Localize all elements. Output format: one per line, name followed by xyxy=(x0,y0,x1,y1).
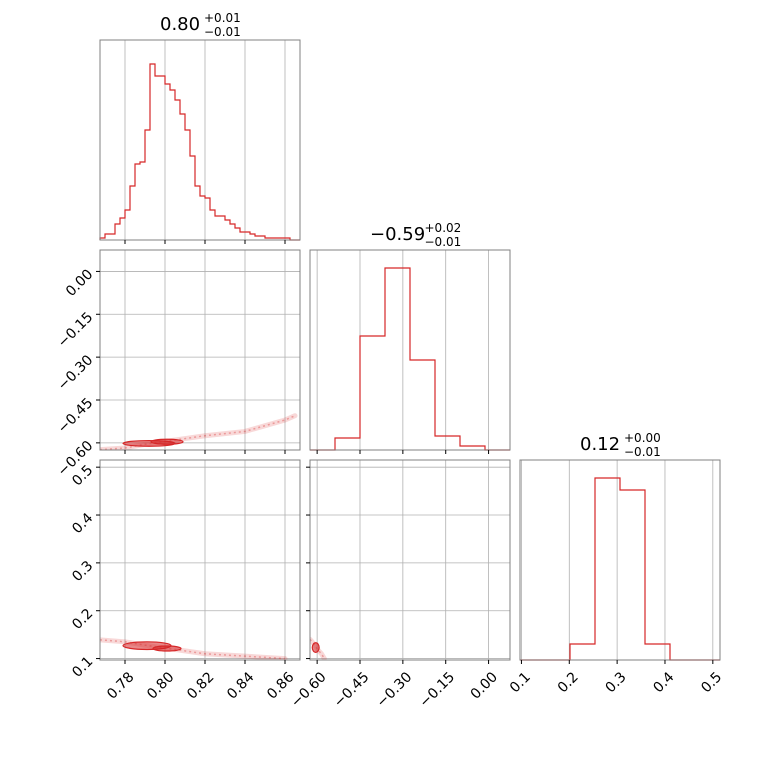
hist-0-title-minus: −0.01 xyxy=(204,25,241,39)
xtick-label-2-0: 0.1 xyxy=(507,669,534,696)
pair-2-frame xyxy=(309,459,511,661)
xtick-label-1-2: −0.30 xyxy=(374,669,416,711)
xtick-label-0-3: 0.84 xyxy=(224,669,257,702)
xtick-label-0-2: 0.82 xyxy=(184,669,217,702)
pair-0-density-band xyxy=(100,413,298,450)
xtick-label-2-4: 0.5 xyxy=(698,669,725,696)
pair-1-frame xyxy=(99,459,301,661)
pair-0-frame xyxy=(99,249,301,451)
hist-1-step xyxy=(310,267,510,451)
pair-1-density-band xyxy=(100,637,288,660)
ytick-label-1-3: −0.15 xyxy=(55,309,97,351)
xtick-label-2-3: 0.4 xyxy=(650,669,677,696)
xtick-label-1-1: −0.45 xyxy=(331,669,373,711)
hist-0-frame xyxy=(99,39,301,241)
hist-2-frame xyxy=(519,459,721,661)
hist-2-title-minus: −0.01 xyxy=(624,445,661,459)
hist-2-step xyxy=(520,477,720,661)
ytick-label-2-0: 0.1 xyxy=(69,654,96,681)
pair-1-contour-1 xyxy=(152,645,182,652)
pair-0-density-trace xyxy=(100,415,296,450)
xtick-label-1-3: −0.15 xyxy=(417,669,459,711)
hist-1-title: −0.59 xyxy=(370,224,425,245)
hist-2-title-plus: +0.00 xyxy=(624,431,661,445)
xtick-label-2-2: 0.3 xyxy=(603,669,630,696)
hist-0-title-plus: +0.01 xyxy=(204,11,241,25)
hist-0-title: 0.80 xyxy=(160,14,200,35)
hist-1-frame xyxy=(309,249,511,451)
pair-panel-0-2 xyxy=(96,459,301,664)
xtick-label-0-1: 0.80 xyxy=(144,669,177,702)
xtick-label-2-1: 0.2 xyxy=(555,669,582,696)
ytick-label-1-4: 0.00 xyxy=(63,266,96,299)
ytick-label-1-1: −0.45 xyxy=(55,395,97,437)
pair-panel-1-2 xyxy=(306,459,511,664)
pair-0-contour-1 xyxy=(150,438,184,445)
ytick-label-2-3: 0.4 xyxy=(69,510,96,537)
xtick-label-1-4: 0.00 xyxy=(468,669,501,702)
hist-1-title-minus: −0.01 xyxy=(425,235,462,249)
hist-0-step xyxy=(99,63,300,241)
hist-panel-0: 0.80 +0.01−0.01 xyxy=(99,11,301,244)
ytick-label-1-2: −0.30 xyxy=(55,352,97,394)
xtick-label-0-0: 0.78 xyxy=(104,669,137,702)
pair-panel-0-1 xyxy=(96,249,301,454)
hist-panel-1: −0.59 +0.02−0.01 xyxy=(309,221,511,454)
hist-2-title: 0.12 xyxy=(580,434,620,455)
ytick-label-2-1: 0.2 xyxy=(69,606,96,633)
ytick-label-2-2: 0.3 xyxy=(69,558,96,585)
xtick-label-1-0: −0.60 xyxy=(288,669,330,711)
hist-1-title-plus: +0.02 xyxy=(425,221,462,235)
pair-2-contour-0 xyxy=(311,642,320,653)
hist-panel-2: 0.12 +0.00−0.01 xyxy=(519,431,721,664)
